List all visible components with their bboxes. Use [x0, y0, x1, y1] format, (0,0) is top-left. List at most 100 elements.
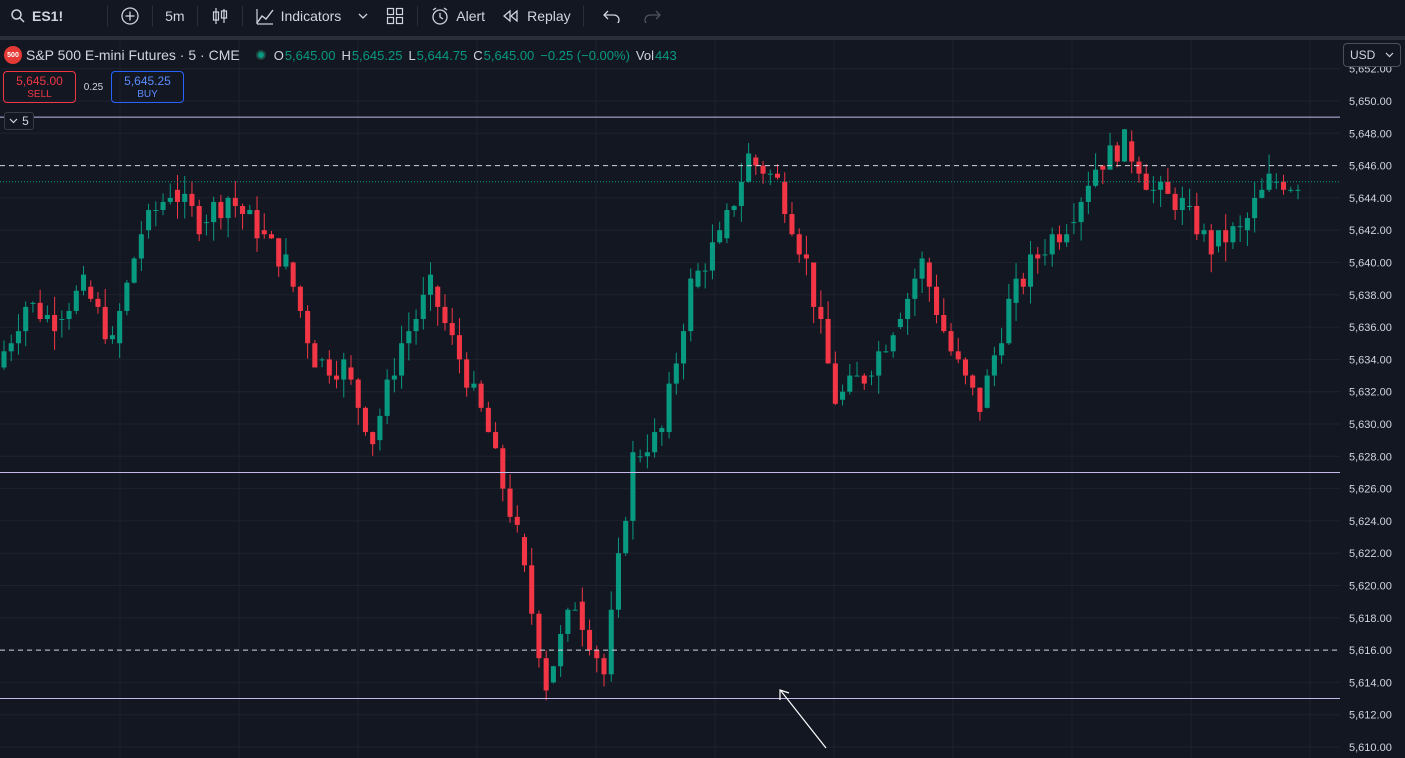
candle-down[interactable]: [926, 262, 932, 287]
candle-down[interactable]: [1223, 230, 1229, 243]
candle-down[interactable]: [290, 262, 296, 287]
chart-pane[interactable]: 5,649.005,646.005,627.005,616.005,613.00…: [0, 40, 1405, 758]
candle-down[interactable]: [500, 448, 506, 489]
candle-up[interactable]: [283, 254, 289, 267]
redo-button[interactable]: [636, 0, 668, 32]
candle-down[interactable]: [268, 234, 275, 239]
candle-down[interactable]: [102, 306, 108, 340]
candle-up[interactable]: [1049, 234, 1055, 255]
compare-symbol-button[interactable]: [112, 0, 148, 32]
candle-down[interactable]: [218, 201, 224, 219]
alert-button[interactable]: Alert: [422, 0, 493, 32]
candle-up[interactable]: [420, 294, 426, 320]
candle-down[interactable]: [803, 254, 809, 259]
candle-up[interactable]: [1093, 169, 1099, 186]
candle-down[interactable]: [977, 387, 983, 412]
candle-up[interactable]: [673, 363, 679, 384]
candle-up[interactable]: [1273, 181, 1279, 183]
candle-up[interactable]: [731, 205, 737, 211]
candle-up[interactable]: [406, 331, 412, 344]
candle-up[interactable]: [319, 359, 325, 361]
candle-down[interactable]: [276, 238, 282, 267]
candle-down[interactable]: [782, 181, 788, 215]
candle-up[interactable]: [138, 234, 144, 259]
candle-up[interactable]: [1259, 189, 1265, 198]
candle-down[interactable]: [825, 319, 831, 364]
candle-down[interactable]: [52, 314, 58, 332]
candle-down[interactable]: [493, 432, 499, 449]
undo-button[interactable]: [588, 0, 636, 32]
candle-down[interactable]: [312, 343, 318, 368]
candle-up[interactable]: [413, 319, 419, 332]
candle-up[interactable]: [659, 428, 665, 433]
candle-down[interactable]: [789, 214, 795, 235]
candle-down[interactable]: [297, 286, 303, 311]
candle-up[interactable]: [1085, 185, 1091, 202]
candle-down[interactable]: [362, 407, 368, 433]
candle-down[interactable]: [435, 286, 441, 307]
candle-up[interactable]: [724, 210, 730, 239]
candle-up[interactable]: [153, 210, 159, 212]
candle-up[interactable]: [124, 282, 130, 311]
annotation-arrow-line[interactable]: [780, 690, 827, 749]
candle-up[interactable]: [1027, 254, 1034, 287]
candle-up[interactable]: [623, 520, 629, 554]
buy-button[interactable]: 5,645.25 BUY: [111, 71, 184, 103]
candle-up[interactable]: [666, 383, 672, 433]
candle-up[interactable]: [905, 298, 911, 320]
candle-up[interactable]: [868, 375, 875, 377]
candle-up[interactable]: [912, 278, 918, 299]
candle-up[interactable]: [23, 306, 29, 332]
candle-up[interactable]: [630, 452, 636, 521]
candle-up[interactable]: [1, 351, 7, 368]
candle-up[interactable]: [1187, 205, 1193, 207]
candle-up[interactable]: [644, 452, 650, 457]
candle-down[interactable]: [1129, 141, 1135, 162]
candle-up[interactable]: [615, 553, 621, 610]
candle-up[interactable]: [377, 415, 383, 441]
candle-down[interactable]: [941, 314, 947, 332]
candle-down[interactable]: [774, 173, 781, 178]
price-axis[interactable]: [1340, 40, 1405, 758]
candle-down[interactable]: [601, 658, 607, 675]
candle-up[interactable]: [854, 375, 860, 377]
candle-up[interactable]: [399, 343, 405, 376]
candle-down[interactable]: [485, 407, 491, 433]
candle-up[interactable]: [984, 375, 990, 408]
candle-up[interactable]: [738, 181, 744, 206]
currency-select[interactable]: USD: [1343, 43, 1401, 67]
candle-up[interactable]: [876, 351, 882, 376]
series-title[interactable]: S&P 500 E-mini Futures · 5 · CME: [26, 47, 240, 63]
candle-down[interactable]: [1056, 234, 1062, 243]
candle-down[interactable]: [507, 488, 513, 517]
candle-down[interactable]: [1281, 181, 1287, 190]
candle-up[interactable]: [1295, 189, 1301, 191]
candle-down[interactable]: [1165, 181, 1171, 194]
candle-up[interactable]: [1071, 222, 1077, 224]
candle-up[interactable]: [890, 335, 896, 352]
market-status-dot[interactable]: [255, 50, 266, 60]
candle-down[interactable]: [970, 375, 976, 388]
candle-down[interactable]: [529, 565, 535, 614]
candle-up[interactable]: [1013, 278, 1019, 303]
candle-up[interactable]: [59, 319, 65, 321]
candle-up[interactable]: [767, 173, 773, 175]
candle-up[interactable]: [688, 278, 694, 332]
candle-down[interactable]: [955, 351, 961, 360]
candle-down[interactable]: [811, 262, 817, 307]
candle-up[interactable]: [565, 609, 571, 634]
candle-down[interactable]: [370, 432, 376, 445]
candle-down[interactable]: [196, 205, 202, 235]
candle-up[interactable]: [1237, 226, 1243, 228]
indicators-collapse-toggle[interactable]: 5: [4, 112, 34, 130]
candle-up[interactable]: [30, 302, 36, 304]
candle-up[interactable]: [572, 609, 578, 611]
candle-down[interactable]: [442, 306, 448, 324]
candle-down[interactable]: [536, 613, 542, 659]
candle-up[interactable]: [211, 201, 217, 223]
candle-down[interactable]: [355, 379, 361, 408]
candle-down[interactable]: [1035, 254, 1041, 259]
candle-up[interactable]: [999, 343, 1005, 356]
price-chart[interactable]: 5,649.005,646.005,627.005,616.005,613.00…: [0, 40, 1405, 758]
candle-up[interactable]: [1215, 230, 1222, 247]
